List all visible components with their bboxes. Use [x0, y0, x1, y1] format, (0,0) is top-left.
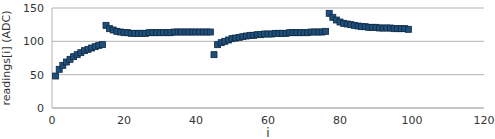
svg-text:40: 40 — [189, 114, 203, 127]
svg-text:0: 0 — [49, 114, 56, 127]
svg-text:50: 50 — [30, 69, 44, 82]
svg-text:80: 80 — [333, 114, 347, 127]
svg-text:100: 100 — [23, 35, 44, 48]
svg-text:120: 120 — [474, 114, 488, 127]
svg-text:60: 60 — [261, 114, 275, 127]
svg-text:0: 0 — [37, 102, 44, 115]
svg-text:readings[i] (ADC): readings[i] (ADC) — [8, 11, 13, 106]
svg-text:150: 150 — [23, 2, 44, 15]
svg-text:20: 20 — [117, 114, 131, 127]
svg-text:100: 100 — [402, 114, 423, 127]
svg-text:i: i — [266, 126, 269, 139]
